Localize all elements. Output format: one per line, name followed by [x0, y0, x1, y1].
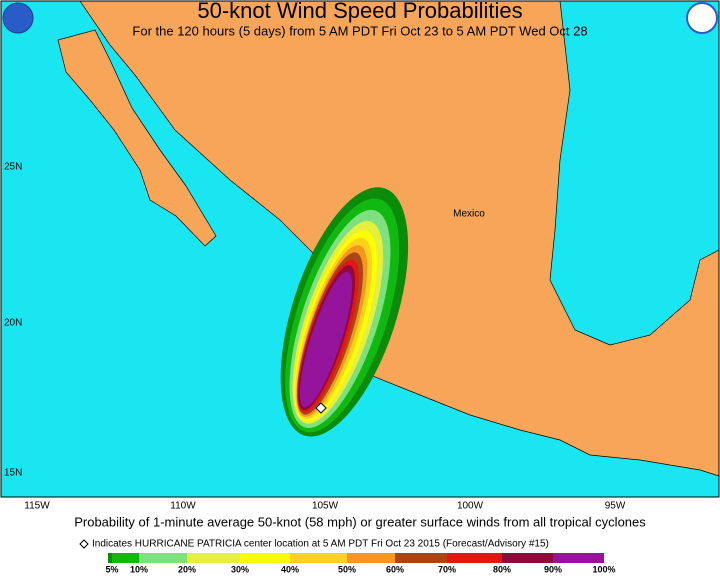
colorbar-segment	[447, 553, 502, 563]
colorbar-label: 20%	[178, 564, 196, 574]
lon-label: 115W	[24, 501, 50, 512]
colorbar-label: 100%	[592, 564, 615, 574]
colorbar-label: 10%	[130, 564, 148, 574]
lat-label: 20N	[4, 318, 22, 329]
probability-swath	[280, 187, 409, 437]
noaa-logo	[2, 2, 34, 34]
colorbar-segment	[395, 553, 447, 563]
colorbar-segment	[139, 553, 187, 563]
colorbar-segment	[112, 553, 139, 563]
lat-label: 15N	[4, 468, 22, 479]
colorbar-segment	[290, 553, 347, 563]
colorbar-lead	[108, 553, 112, 563]
colorbar-label: 70%	[438, 564, 456, 574]
colorbar-label: 40%	[281, 564, 299, 574]
map-frame	[0, 0, 720, 498]
colorbar-segment	[347, 553, 395, 563]
lon-label: 95W	[605, 501, 626, 512]
colorbar-label: 60%	[386, 564, 404, 574]
colorbar-label: 90%	[544, 564, 562, 574]
region-label: Mexico	[453, 209, 485, 220]
nws-logo	[686, 2, 718, 34]
map: 50-knot Wind Speed Probabilities For the…	[0, 0, 720, 498]
colorbar-segment	[553, 553, 604, 563]
lat-label: 25N	[4, 162, 22, 173]
colorbar-label: 80%	[493, 564, 511, 574]
title: 50-knot Wind Speed Probabilities	[197, 0, 522, 23]
note: Indicates HURRICANE PATRICIA center loca…	[92, 539, 549, 550]
caption: Probability of 1-minute average 50-knot …	[74, 514, 646, 529]
colorbar-segment	[502, 553, 553, 563]
prob-area	[299, 271, 353, 408]
storm-center	[315, 402, 327, 414]
colorbar-label: 50%	[338, 564, 356, 574]
subtitle: For the 120 hours (5 days) from 5 AM PDT…	[132, 23, 587, 38]
lon-label: 110W	[170, 501, 196, 512]
baja-california	[57, 29, 217, 247]
colorbar: 5% 10% 20% 30% 40% 50% 60% 70% 80% 90% 100%	[105, 553, 616, 574]
lon-label: 105W	[312, 501, 339, 512]
note-marker	[79, 539, 89, 549]
colorbar-segment	[187, 553, 240, 563]
colorbar-segment	[240, 553, 290, 563]
colorbar-label: 5%	[105, 564, 118, 574]
colorbar-label: 30%	[231, 564, 249, 574]
lon-label: 100W	[457, 501, 484, 512]
